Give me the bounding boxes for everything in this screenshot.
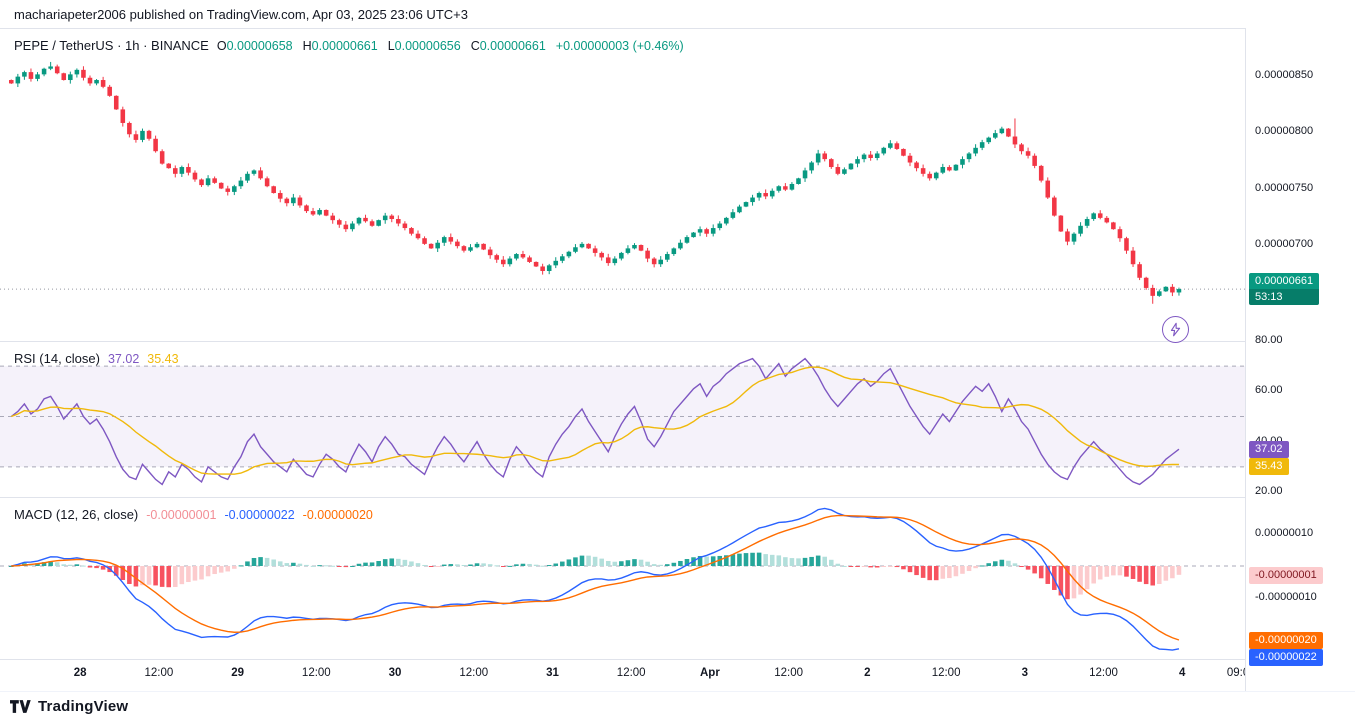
time-axis-label: 12:00	[931, 667, 961, 679]
macd-hist-badge: -0.00000001	[1249, 566, 1323, 584]
price-scale-column[interactable]: 0.00000850 0.00000800 0.00000750 0.00000700…	[1245, 28, 1355, 691]
price-pane-canvas[interactable]	[0, 28, 1245, 341]
pane-divider	[0, 28, 1355, 29]
symbol-legend[interactable]: PEPE / TetherUS · 1h · BINANCE O0.000006…	[14, 38, 684, 53]
low-value: 0.00000656	[394, 39, 461, 53]
pane-divider	[0, 659, 1355, 660]
price-axis-tick: 0.00000800	[1255, 125, 1314, 137]
close-value: 0.00000661	[479, 39, 546, 53]
high-label: H	[302, 39, 312, 53]
last-price-badge: 0.00000661 53:13	[1249, 273, 1320, 306]
macd-pane-canvas[interactable]	[0, 497, 1245, 659]
price-axis-tick: 0.00000700	[1255, 238, 1314, 250]
time-axis-label: 12:00	[616, 667, 646, 679]
close-label: C	[470, 39, 480, 53]
boost-button[interactable]	[1162, 316, 1189, 343]
rsi-axis-tick: 20.00	[1255, 485, 1283, 497]
time-axis-label: 12:00	[1089, 667, 1118, 679]
macd-title[interactable]: MACD (12, 26, close)	[14, 507, 139, 522]
time-axis-label: Apr	[700, 667, 720, 679]
open-value: 0.00000658	[226, 39, 293, 53]
rsi-value: 37.02	[107, 352, 140, 366]
tradingview-brand-text[interactable]: TradingView	[38, 698, 129, 715]
time-axis[interactable]: 28 12:00 29 12:00 30 12:00 31 12:00 Apr 12:00 2 12:…	[0, 659, 1256, 691]
low-label: L	[387, 39, 395, 53]
macd-legend[interactable]: MACD (12, 26, close) -0.00000001 -0.0000…	[14, 507, 373, 522]
publish-info-text: machariapeter2006 published on TradingVi…	[14, 6, 468, 22]
rsi-axis-tick: 60.00	[1255, 384, 1283, 397]
symbol-title[interactable]: PEPE / TetherUS · 1h · BINANCE	[14, 38, 209, 53]
time-axis-label: 2	[864, 667, 871, 679]
footer-bar: TradingView	[0, 691, 1355, 721]
rsi-pane-canvas[interactable]	[0, 341, 1245, 497]
tradingview-logo-icon[interactable]	[10, 699, 31, 714]
rsi-axis-tick: 80.00	[1255, 334, 1283, 346]
time-axis-label: 12:00	[459, 667, 489, 679]
macd-axis-tick: -0.00000010	[1255, 591, 1317, 603]
time-axis-label: 4	[1179, 667, 1186, 679]
time-axis-label: 12:00	[774, 667, 804, 679]
rsi-legend[interactable]: RSI (14, close) 37.02 35.43	[14, 351, 179, 366]
macd-line-badge: -0.00000022	[1249, 648, 1323, 666]
rsi-value-badge: 37.02	[1249, 441, 1289, 459]
macd-line-value: -0.00000022	[224, 508, 295, 522]
macd-signal-badge: -0.00000020	[1249, 631, 1323, 649]
macd-hist-value: -0.00000001	[146, 508, 217, 522]
rsi-ma-value: 35.43	[147, 352, 179, 366]
time-axis-label: 28	[73, 667, 87, 679]
time-axis-label: 12:00	[144, 667, 174, 679]
last-price-value: 0.00000661	[1255, 275, 1314, 288]
bar-countdown: 53:13	[1249, 289, 1320, 306]
time-axis-label: 12:00	[301, 667, 331, 679]
publish-info-bar: machariapeter2006 published on TradingVi…	[0, 0, 1355, 28]
open-label: O	[216, 39, 227, 53]
change-value: +0.00000003 (+0.46%)	[555, 39, 684, 53]
macd-signal-value: -0.00000020	[302, 508, 373, 522]
time-axis-label: 3	[1021, 667, 1028, 679]
lightning-icon	[1170, 322, 1181, 337]
pane-divider	[0, 497, 1355, 498]
time-axis-label: 31	[546, 667, 559, 679]
time-axis-label: 29	[231, 667, 244, 679]
price-axis-tick: 0.00000750	[1255, 181, 1314, 194]
time-axis-label: 30	[388, 667, 402, 679]
rsi-ma-value-badge: 35.43	[1249, 458, 1289, 476]
high-value: 0.00000661	[311, 39, 378, 53]
macd-axis-tick: 0.00000010	[1255, 527, 1314, 539]
rsi-title[interactable]: RSI (14, close)	[14, 351, 100, 366]
price-axis-tick: 0.00000850	[1255, 68, 1314, 81]
pane-divider	[0, 341, 1355, 342]
